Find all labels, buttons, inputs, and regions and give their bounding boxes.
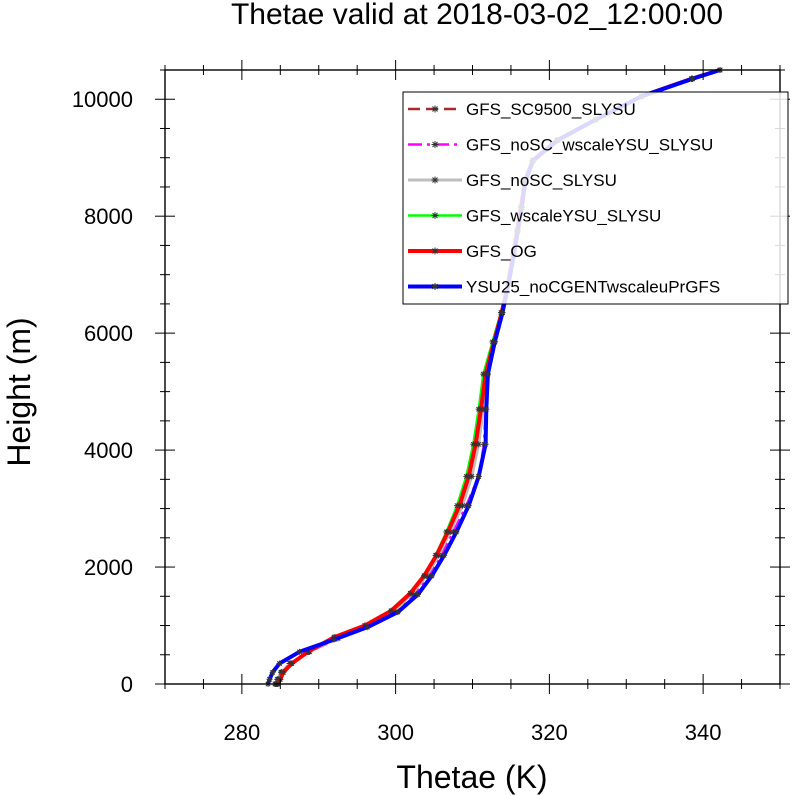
y-tick-label: 4000 bbox=[84, 438, 133, 463]
series-point bbox=[288, 660, 295, 667]
legend-box bbox=[402, 91, 789, 305]
chart-title: Thetae valid at 2018-03-02_12:00:00 bbox=[231, 0, 723, 31]
legend-item: GFS_noSC_SLYSU bbox=[408, 171, 617, 190]
legend-label: GFS_noSC_wscaleYSU_SLYSU bbox=[466, 136, 713, 155]
tick-layer: 280 300 320 340 0 2000 4000 6000 8000 10000 bbox=[72, 60, 790, 745]
series-point bbox=[331, 636, 338, 643]
legend-label: GFS_SC9500_SLYSU bbox=[466, 100, 636, 119]
legend-label: YSU25_noCGENTwscaleuPrGFS bbox=[466, 278, 720, 297]
series-point bbox=[407, 590, 414, 597]
legend-label: GFS_OG bbox=[466, 242, 537, 261]
y-tick-label: 10000 bbox=[72, 87, 133, 112]
legend-item: GFS_noSC_wscaleYSU_SLYSU bbox=[408, 136, 713, 155]
series-point bbox=[433, 552, 440, 559]
legend-marker bbox=[431, 176, 439, 184]
series-point bbox=[444, 528, 451, 535]
series-point bbox=[465, 502, 472, 509]
series-point bbox=[280, 669, 287, 676]
series-point bbox=[456, 502, 463, 509]
series-point bbox=[482, 441, 489, 448]
legend-label: GFS_wscaleYSU_SLYSU bbox=[466, 207, 661, 226]
series-point bbox=[441, 552, 448, 559]
series-point bbox=[483, 406, 490, 413]
legend-marker bbox=[431, 247, 439, 255]
legend: GFS_SC9500_SLYSU GFS_noSC_wscaleYSU_SLYSU… bbox=[402, 91, 789, 305]
series-point bbox=[421, 572, 428, 579]
series-point bbox=[689, 75, 696, 82]
legend-label: GFS_noSC_SLYSU bbox=[466, 171, 617, 190]
legend-marker bbox=[431, 212, 439, 219]
series-point bbox=[296, 648, 303, 655]
series-point bbox=[477, 406, 484, 413]
series-point bbox=[468, 473, 475, 480]
series-point bbox=[472, 441, 479, 448]
legend-marker bbox=[431, 141, 439, 148]
series-point bbox=[450, 528, 457, 535]
series-point bbox=[394, 609, 401, 616]
x-tick-label: 320 bbox=[531, 720, 568, 745]
series-point bbox=[459, 502, 466, 509]
series-point bbox=[465, 473, 472, 480]
y-axis-label: Height (m) bbox=[1, 317, 37, 466]
x-tick-label: 340 bbox=[685, 720, 722, 745]
legend-item: GFS_wscaleYSU_SLYSU bbox=[408, 207, 661, 226]
series-point bbox=[499, 309, 506, 316]
series-point bbox=[453, 528, 460, 535]
legend-item: GFS_SC9500_SLYSU bbox=[408, 100, 636, 119]
y-tick-label: 8000 bbox=[84, 204, 133, 229]
series-point bbox=[475, 473, 482, 480]
legend-item: YSU25_noCGENTwscaleuPrGFS bbox=[408, 278, 720, 297]
legend-marker bbox=[431, 105, 439, 113]
series-point bbox=[484, 371, 491, 378]
series-point bbox=[364, 624, 371, 631]
x-tick-label: 300 bbox=[377, 720, 414, 745]
series-point bbox=[269, 669, 276, 676]
series-point bbox=[414, 591, 421, 598]
x-tick-label: 280 bbox=[224, 720, 261, 745]
y-tick-label: 0 bbox=[121, 672, 133, 697]
plot-frame bbox=[164, 69, 781, 685]
series-point bbox=[491, 338, 498, 345]
legend-marker bbox=[431, 283, 439, 290]
series-point bbox=[475, 441, 482, 448]
series-point bbox=[304, 648, 311, 655]
series-point bbox=[428, 572, 435, 579]
legend-item: GFS_OG bbox=[408, 242, 537, 261]
series-point bbox=[276, 660, 283, 667]
x-axis-label: Thetae (K) bbox=[396, 759, 547, 795]
series-point bbox=[266, 676, 273, 683]
y-tick-label: 2000 bbox=[84, 555, 133, 580]
series-point bbox=[388, 607, 395, 614]
y-tick-label: 6000 bbox=[84, 321, 133, 346]
